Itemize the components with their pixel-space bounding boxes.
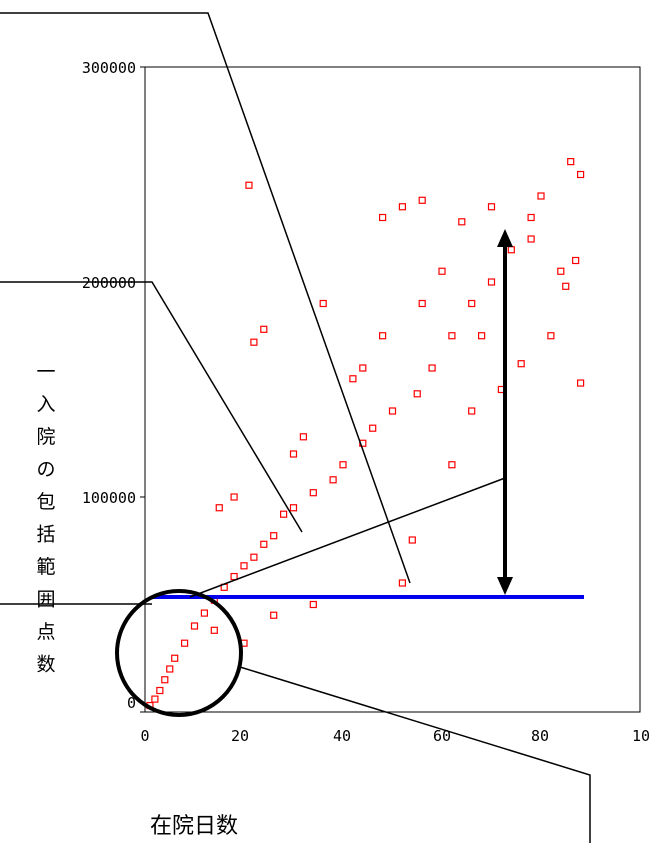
data-point — [478, 332, 486, 340]
y-tick-marks — [140, 66, 145, 713]
data-point — [289, 504, 298, 512]
data-point — [379, 332, 387, 340]
data-point — [458, 218, 466, 226]
x-tick-40: 40 — [333, 727, 351, 745]
y-tick-0: 0 — [127, 694, 136, 712]
data-point — [230, 493, 238, 501]
data-point — [398, 579, 406, 587]
data-point — [230, 572, 238, 581]
data-point — [240, 562, 248, 570]
data-point — [349, 375, 357, 383]
data-point — [428, 364, 436, 372]
callout-lines — [0, 12, 591, 843]
x-axis-label: 在院日数 — [150, 814, 238, 839]
y-axis-label-char: 一 — [36, 361, 55, 383]
data-point — [418, 299, 426, 308]
data-point — [270, 611, 278, 619]
data-point — [562, 282, 570, 290]
y-axis-label-char: 点 — [36, 621, 55, 643]
data-point — [215, 504, 223, 512]
y-axis-label-char: 包 — [36, 491, 55, 513]
plot-area — [144, 66, 641, 713]
data-point — [487, 203, 496, 211]
data-point — [413, 390, 421, 398]
data-point — [567, 158, 575, 166]
data-point — [557, 267, 565, 275]
data-point — [161, 676, 169, 684]
data-point — [408, 536, 416, 544]
data-point — [527, 213, 535, 222]
callout-middle — [0, 281, 303, 533]
data-point — [245, 181, 253, 189]
data-point — [448, 461, 456, 469]
data-point — [576, 379, 585, 387]
data-point — [156, 686, 164, 695]
data-point — [280, 510, 288, 518]
x-tick-labels: 0 20 40 60 80 100 — [140, 727, 649, 745]
data-point — [210, 626, 218, 634]
y-tick-300000: 300000 — [82, 59, 136, 77]
x-tick-20: 20 — [231, 727, 249, 745]
data-point — [250, 338, 258, 346]
data-point — [398, 203, 406, 211]
y-tick-100000: 100000 — [82, 489, 136, 507]
x-tick-0: 0 — [140, 727, 149, 745]
data-point — [547, 332, 555, 340]
callout-diagonal — [189, 477, 506, 598]
data-point — [166, 665, 174, 673]
data-point — [527, 235, 535, 243]
data-point — [369, 424, 377, 432]
data-point — [250, 553, 258, 561]
data-point — [438, 267, 446, 275]
data-point — [468, 407, 476, 415]
data-point — [289, 450, 298, 458]
data-point — [487, 278, 496, 286]
data-point — [517, 360, 525, 368]
data-point — [309, 600, 317, 609]
y-axis-label-char: 括 — [36, 524, 55, 546]
data-point — [576, 170, 585, 179]
data-point — [448, 332, 456, 340]
data-point — [270, 532, 278, 540]
data-point — [388, 407, 397, 415]
y-axis-label-char: 範 — [36, 556, 55, 578]
data-point — [200, 609, 208, 617]
data-point — [339, 461, 347, 469]
data-point — [468, 299, 476, 308]
y-axis-label-char: 院 — [36, 426, 55, 448]
data-point — [359, 364, 367, 372]
y-axis-label-char: 入 — [36, 394, 55, 416]
data-point — [572, 256, 580, 265]
data-point — [537, 192, 545, 200]
highlight-circle — [115, 589, 243, 717]
data-point — [171, 654, 179, 662]
data-point — [181, 639, 189, 647]
data-point — [319, 299, 327, 308]
y-axis-label-char: の — [36, 459, 55, 481]
x-tick-80: 80 — [531, 727, 549, 745]
y-axis-label-char: 数 — [36, 654, 55, 676]
data-point — [309, 489, 317, 497]
scatter-points — [146, 158, 585, 710]
y-tick-labels: 0 100000 200000 300000 — [82, 59, 136, 712]
data-point — [329, 476, 337, 484]
data-point — [507, 246, 515, 254]
data-point — [260, 325, 268, 333]
data-point — [151, 695, 159, 703]
y-tick-200000: 200000 — [82, 274, 136, 292]
y-axis-label-char: 囲 — [36, 589, 55, 611]
data-point — [379, 213, 387, 222]
callout-bottom — [239, 666, 591, 843]
data-point — [418, 196, 426, 204]
range-arrow — [497, 229, 513, 595]
x-tick-100: 100 — [632, 727, 649, 745]
data-point — [260, 540, 268, 548]
callout-top — [0, 12, 411, 584]
data-point — [190, 622, 199, 630]
data-point — [299, 433, 307, 441]
